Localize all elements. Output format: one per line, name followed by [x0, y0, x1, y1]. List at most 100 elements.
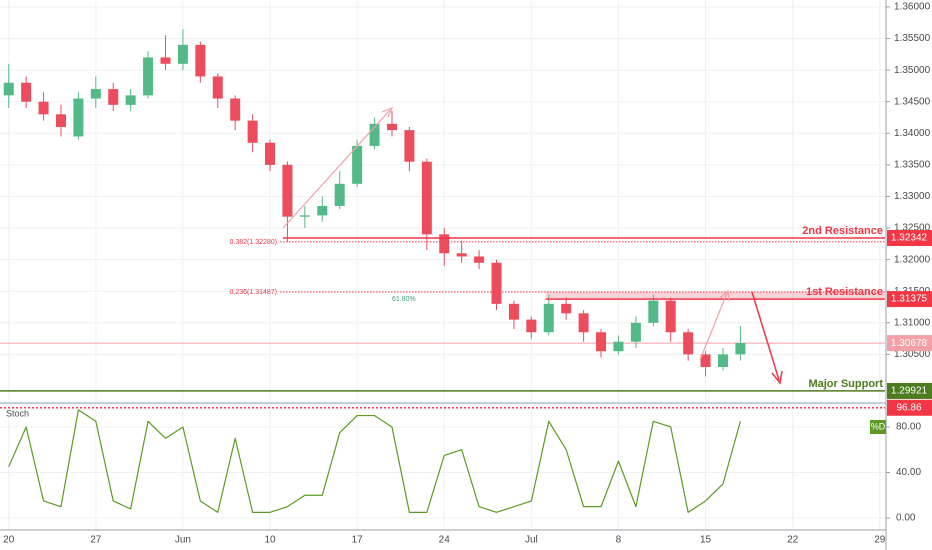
candle-body [108, 89, 119, 105]
x-tick-label: Jul [525, 535, 538, 546]
candle-body [352, 145, 363, 184]
y-tick-label: 1.36000 [894, 2, 931, 13]
trend-arrow [699, 292, 728, 361]
candle-body [90, 89, 101, 99]
stoch-line [8, 409, 741, 513]
candle-body [561, 303, 572, 314]
candle-body [265, 142, 276, 165]
candle-body [230, 98, 241, 121]
trend-arrow [282, 109, 391, 229]
price-badge [887, 335, 932, 352]
stoch-badge [887, 399, 932, 416]
candle-body [630, 322, 641, 342]
candle-body [369, 123, 380, 146]
candle-body [526, 319, 537, 333]
candle-body [717, 354, 728, 367]
y-tick-label: 1.34500 [894, 96, 931, 107]
price-badge [887, 230, 932, 247]
y-tick-label: 1.34000 [894, 128, 931, 139]
price-badge-label: 1.32342 [891, 233, 928, 244]
level-name: 2nd Resistance [802, 225, 883, 237]
y-tick-label: 1.33500 [894, 160, 931, 171]
candle-body [55, 114, 66, 127]
candle-body [317, 205, 328, 216]
candle-body [508, 303, 519, 320]
x-tick-label: 15 [700, 535, 712, 546]
x-tick-label: 22 [787, 535, 799, 546]
candle-body [73, 98, 84, 137]
candle-body [404, 130, 415, 162]
y-tick-label: 1.32000 [894, 254, 931, 265]
price-badge-label: 1.29921 [891, 386, 928, 397]
x-tick-label: 20 [3, 535, 15, 546]
candle-body [282, 164, 293, 217]
candle-body [160, 57, 171, 64]
candle-body [439, 234, 450, 254]
legend-badge [870, 420, 886, 434]
forecast-arrow [751, 291, 780, 381]
y-tick-label: 1.31000 [894, 317, 931, 328]
candle-body [299, 215, 310, 217]
candle-body [665, 300, 676, 333]
candle-body [3, 82, 14, 96]
x-tick-label: 10 [264, 535, 276, 546]
candle-body [334, 183, 345, 206]
candle-body [421, 161, 432, 235]
x-tick-label: 8 [616, 535, 622, 546]
x-tick-label: 17 [352, 535, 364, 546]
marks: 0.382(1.32280) 0.236(1.31487) 61.80% 2nd Re… [0, 29, 885, 513]
x-tick-label: 27 [90, 535, 102, 546]
candle-body [195, 44, 206, 77]
candle-body [735, 342, 746, 355]
y-tick-label: 1.33000 [894, 191, 931, 202]
candle-body [143, 57, 154, 96]
price-badge-label: 1.31375 [891, 294, 928, 305]
legend-label: %D [871, 421, 886, 431]
stoch-title: Stoch [6, 408, 29, 418]
candle-body [700, 354, 711, 367]
candle-body [683, 332, 694, 355]
level-name: Major Support [808, 378, 883, 390]
arrow-head [771, 370, 783, 385]
fib-label: 0.236(1.31487) [230, 289, 277, 296]
candle-body [596, 332, 607, 352]
price-badge-label: 1.30678 [891, 338, 928, 349]
y-tick-label: 80.00 [896, 422, 921, 433]
fib-label: 0.382(1.32280) [230, 239, 277, 246]
resistance-zone [545, 292, 885, 300]
fib-annotation: 61.80% [392, 296, 416, 303]
arrow-head [719, 289, 730, 302]
y-tick-label: 1.32500 [894, 223, 931, 234]
grid [0, 0, 885, 530]
candle-body [578, 313, 589, 333]
arrow-head [381, 106, 394, 118]
candle-body [386, 123, 397, 131]
level-name: 1st Resistance [806, 286, 883, 298]
candle-body [247, 120, 258, 143]
stoch-badge-label: 96.86 [896, 402, 921, 413]
candle-body [38, 101, 49, 115]
candle-body [21, 82, 32, 102]
x-tick-label: 29 [874, 535, 886, 546]
y-tick-label: 1.35000 [894, 65, 931, 76]
x-tick-label: 24 [439, 535, 451, 546]
candle-body [177, 44, 188, 64]
candle-body [474, 256, 485, 263]
candle-body [212, 76, 223, 99]
y-tick-label: 1.35500 [894, 33, 931, 44]
price-badge [887, 382, 932, 399]
candle-body [543, 303, 554, 333]
candle-body [456, 253, 467, 257]
price-badge [887, 291, 932, 308]
x-tick-label: Jun [175, 535, 191, 546]
y-tick-label: 1.30500 [894, 349, 931, 360]
y-tick-label: 40.00 [896, 467, 921, 478]
y-tick-label: 0.00 [896, 513, 916, 524]
candle-body [648, 300, 659, 323]
candle-body [491, 262, 502, 304]
candle-body [613, 341, 624, 352]
candle-body [125, 95, 136, 105]
